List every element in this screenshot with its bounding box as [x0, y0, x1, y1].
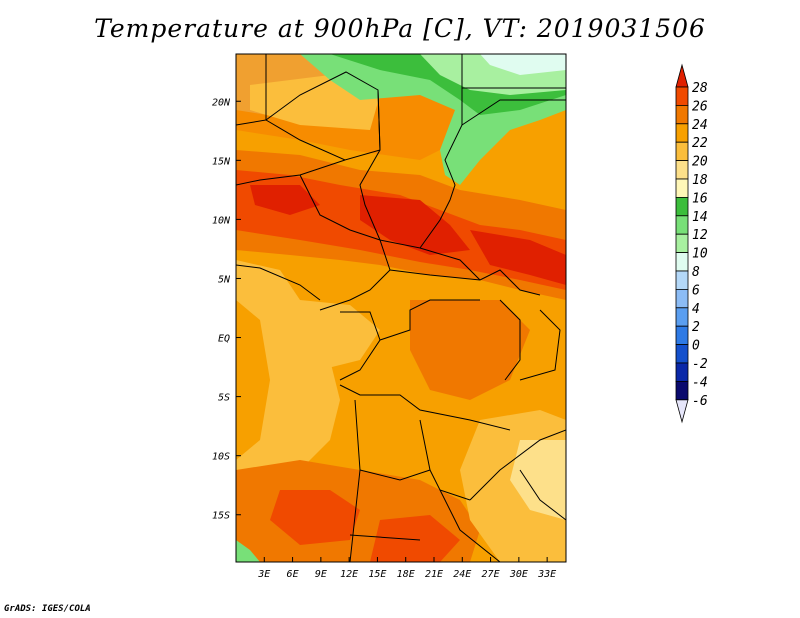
latitude-axis: 20N 15N 10N 5N EQ 5S 10S 15S: [212, 97, 241, 522]
colorbar-swatch: [675, 123, 689, 143]
lat-tick-label: EQ: [218, 334, 230, 345]
colorbar-label: -6: [692, 394, 708, 409]
temperature-field: [236, 54, 566, 562]
map-title: Temperature at 900hPa [C], VT: 201903150…: [94, 14, 706, 43]
grads-credit: GrADS: IGES/COLA: [4, 604, 91, 614]
lat-tick-label: 10S: [212, 452, 230, 463]
lon-tick-label: 3E: [257, 569, 270, 580]
longitude-axis: 3E 6E 9E 12E 15E 18E 21E 24E 27E 30E 33E: [257, 557, 556, 580]
colorbar-swatch: [675, 178, 689, 198]
colorbar-label: 20: [692, 155, 708, 170]
colorbar-swatch: [675, 252, 689, 272]
colorbar-swatch: [675, 86, 689, 106]
colorbar-label: -4: [692, 375, 708, 390]
colorbar-label: 12: [692, 228, 708, 243]
colorbar-label: 10: [692, 247, 708, 262]
lon-tick-label: 6E: [287, 569, 299, 580]
colorbar-label: 28: [692, 81, 708, 96]
country-borders: [236, 54, 566, 562]
lon-tick-label: 33E: [537, 569, 556, 580]
colorbar-swatch: [675, 288, 689, 309]
colorbar-swatch: [675, 380, 689, 401]
colorbar-swatch: [675, 307, 689, 327]
colorbar-swatch: [675, 270, 689, 290]
colorbar-swatch: [675, 105, 689, 125]
plot-frame: [235, 53, 567, 563]
lon-tick-label: 12E: [340, 569, 358, 580]
lon-tick-label: 18E: [397, 569, 415, 580]
lon-tick-label: 9E: [315, 569, 327, 580]
lat-tick-label: 20N: [212, 97, 231, 108]
colorbar-label: 16: [692, 191, 708, 206]
colorbar-swatch: [675, 344, 689, 364]
lat-tick-label: 15S: [212, 511, 230, 522]
colorbar-label: -2: [692, 357, 708, 372]
colorbar-label: 4: [692, 302, 700, 317]
colorbar-label: 14: [692, 210, 708, 225]
colorbar-label: 0: [692, 339, 700, 354]
colorbar-swatch: [675, 196, 689, 217]
colorbar-swatch: [675, 362, 689, 382]
colorbar-swatch: [675, 160, 689, 180]
lat-tick-label: 10N: [212, 215, 231, 226]
colorbar-label: 2: [692, 320, 700, 335]
lon-tick-label: 24E: [453, 569, 471, 580]
colorbar-swatch: [675, 325, 689, 346]
lat-tick-label: 15N: [212, 156, 231, 167]
lon-tick-label: 15E: [368, 569, 386, 580]
colorbar-swatch: [675, 215, 689, 235]
colorbar-label: 6: [692, 283, 700, 298]
colorbar-label: 22: [692, 136, 708, 151]
lon-tick-label: 27E: [482, 569, 500, 580]
colorbar-label: 24: [692, 118, 708, 133]
colorbar-top-arrow: [675, 63, 689, 88]
lon-tick-label: 30E: [509, 569, 528, 580]
colorbar-bottom-arrow: [675, 399, 689, 424]
lon-tick-label: 21E: [425, 569, 443, 580]
lat-tick-label: 5S: [218, 393, 230, 404]
colorbar-label: 18: [692, 173, 708, 188]
colorbar-swatch: [675, 233, 689, 253]
colorbar-label: 8: [692, 265, 700, 280]
lat-tick-label: 5N: [218, 274, 231, 285]
colorbar-swatch: [675, 141, 689, 161]
colorbar-label: 26: [692, 99, 708, 114]
